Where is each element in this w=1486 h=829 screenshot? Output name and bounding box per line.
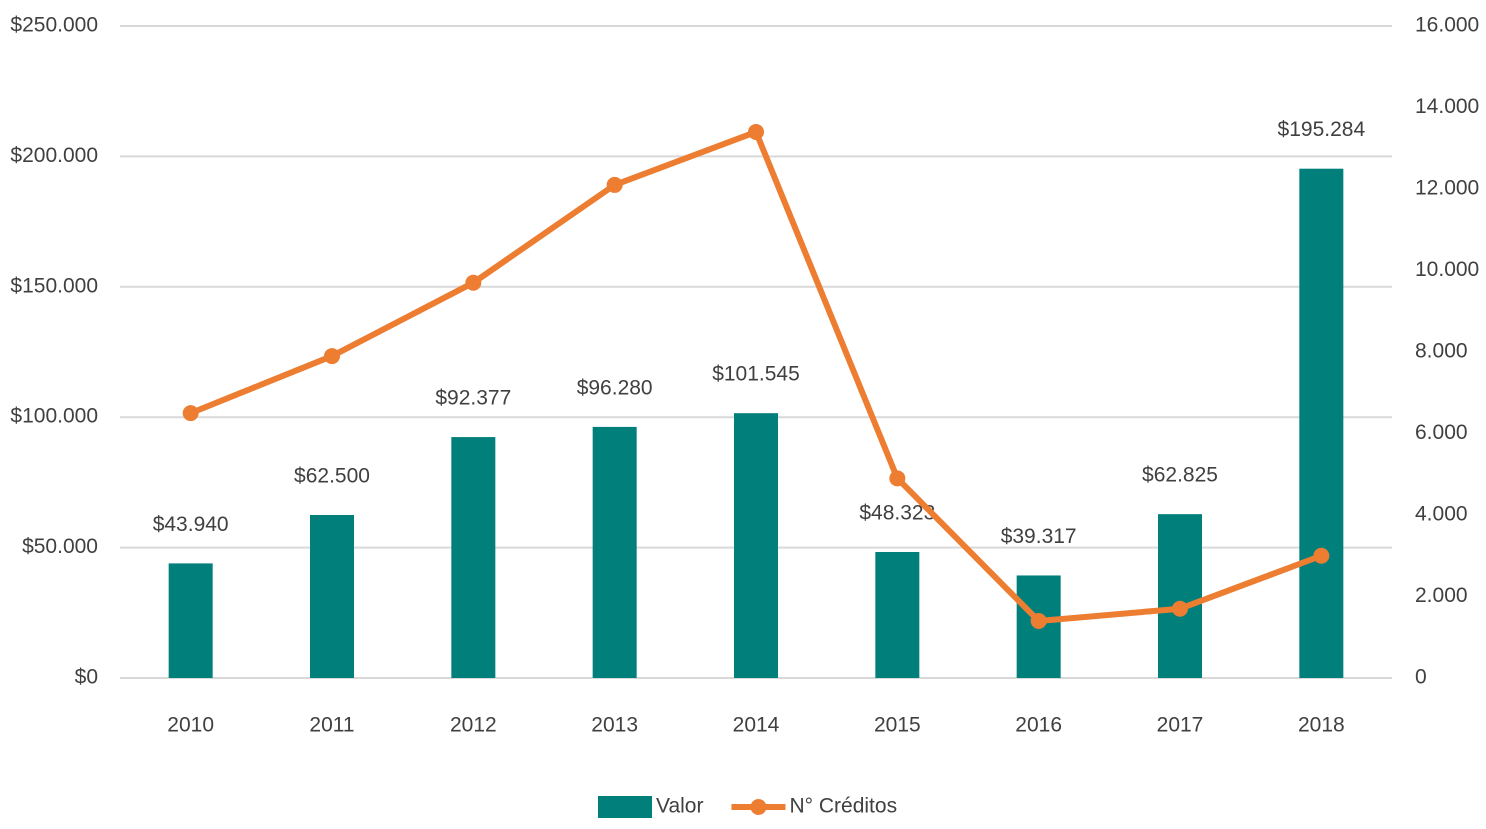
y2-tick-label: 6.000	[1415, 421, 1468, 444]
y2-tick-label: 8.000	[1415, 340, 1468, 363]
x-tick-label: 2018	[1298, 714, 1345, 737]
y2-tick-label: 2.000	[1415, 584, 1468, 607]
bar	[734, 413, 778, 678]
data-label: $101.545	[712, 363, 800, 386]
bar	[1299, 168, 1344, 678]
y-tick-label: $250.000	[10, 14, 98, 37]
y2-tick-label: 14.000	[1415, 95, 1479, 118]
line-marker	[1172, 600, 1188, 617]
y-tick-label: $0	[75, 666, 98, 689]
bar	[451, 437, 496, 678]
legend-swatch	[750, 799, 767, 815]
bar	[592, 426, 637, 678]
data-label: $48.323	[859, 502, 935, 525]
line-marker	[182, 405, 199, 422]
y2-tick-label: 16.000	[1415, 14, 1479, 37]
data-label: $43.940	[153, 513, 229, 536]
x-tick-label: 2012	[450, 714, 497, 737]
bar	[310, 515, 354, 678]
bar	[1158, 514, 1202, 678]
bar	[168, 563, 213, 678]
y2-tick-label: 0	[1415, 666, 1427, 689]
data-label: $195.284	[1278, 118, 1366, 141]
bar	[875, 551, 920, 678]
line-marker	[1313, 547, 1330, 564]
data-label: $39.317	[1001, 525, 1077, 548]
data-label: $96.280	[577, 376, 653, 399]
legend-label: Valor	[656, 795, 703, 818]
line-marker	[606, 176, 623, 193]
x-tick-label: 2017	[1157, 714, 1204, 737]
data-label: $62.825	[1142, 464, 1218, 487]
y2-tick-label: 4.000	[1415, 503, 1468, 526]
x-tick-label: 2015	[874, 714, 921, 737]
legend-swatch	[598, 796, 652, 818]
y-tick-label: $150.000	[10, 274, 98, 297]
x-tick-label: 2016	[1015, 714, 1062, 737]
legend-label: N° Créditos	[789, 795, 897, 818]
y-tick-label: $100.000	[10, 405, 98, 428]
line-marker	[748, 123, 764, 140]
line-marker	[465, 274, 482, 291]
x-tick-label: 2010	[167, 714, 214, 737]
x-tick-label: 2013	[591, 714, 638, 737]
line-marker	[1030, 612, 1047, 629]
y2-tick-label: 10.000	[1415, 258, 1479, 281]
line-marker	[324, 348, 340, 365]
y-tick-label: $50.000	[22, 535, 98, 558]
data-label: $62.500	[294, 465, 370, 488]
line-marker	[889, 470, 906, 487]
data-label: $92.377	[435, 387, 511, 410]
y-tick-label: $200.000	[10, 144, 98, 167]
y2-tick-label: 12.000	[1415, 177, 1479, 200]
x-tick-label: 2011	[309, 714, 354, 737]
x-tick-label: 2014	[733, 714, 780, 737]
